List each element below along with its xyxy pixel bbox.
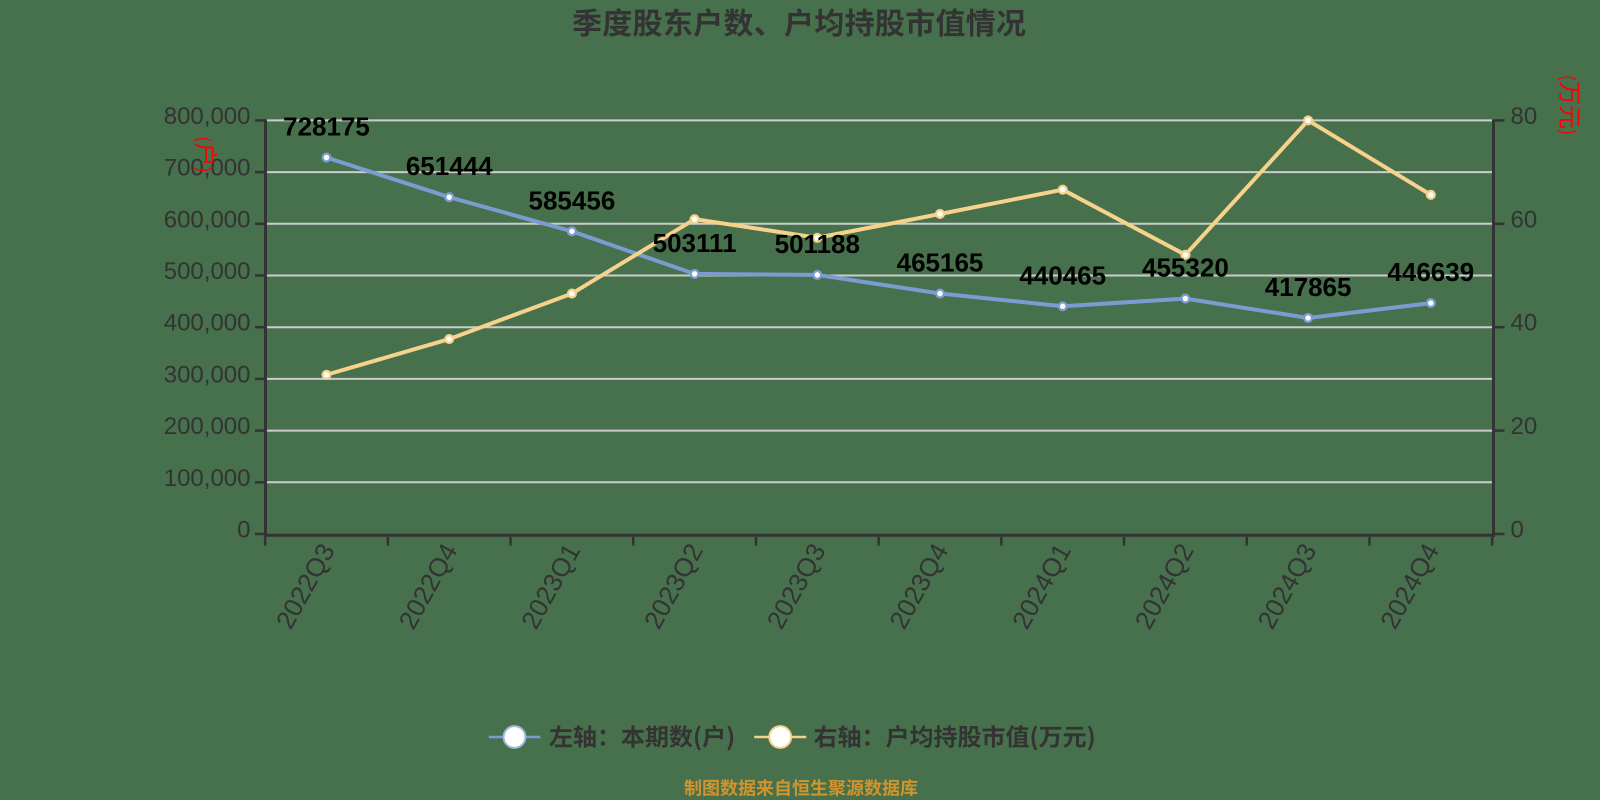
svg-text:455320: 455320 (1142, 253, 1229, 283)
svg-text:700,000: 700,000 (164, 155, 251, 182)
svg-text:500,000: 500,000 (164, 258, 251, 285)
svg-text:501188: 501188 (775, 229, 860, 259)
svg-text:728175: 728175 (283, 112, 370, 142)
svg-text:585456: 585456 (529, 185, 616, 215)
svg-text:100,000: 100,000 (164, 465, 251, 492)
svg-text:20: 20 (1511, 413, 1538, 440)
svg-text:465165: 465165 (897, 248, 984, 278)
svg-text:0: 0 (237, 517, 250, 544)
svg-text:40: 40 (1511, 310, 1538, 337)
svg-text:600,000: 600,000 (164, 206, 251, 233)
svg-text:80: 80 (1511, 103, 1538, 130)
svg-text:503111: 503111 (653, 228, 737, 258)
svg-text:400,000: 400,000 (164, 310, 251, 337)
svg-text:60: 60 (1511, 206, 1538, 233)
svg-text:800,000: 800,000 (164, 103, 251, 130)
svg-text:651444: 651444 (406, 151, 493, 181)
svg-text:300,000: 300,000 (164, 361, 251, 388)
svg-text:417865: 417865 (1265, 272, 1352, 302)
svg-text:440465: 440465 (1019, 260, 1106, 290)
svg-text:0: 0 (1511, 517, 1524, 544)
svg-text:200,000: 200,000 (164, 413, 251, 440)
svg-text:446639: 446639 (1387, 257, 1474, 287)
